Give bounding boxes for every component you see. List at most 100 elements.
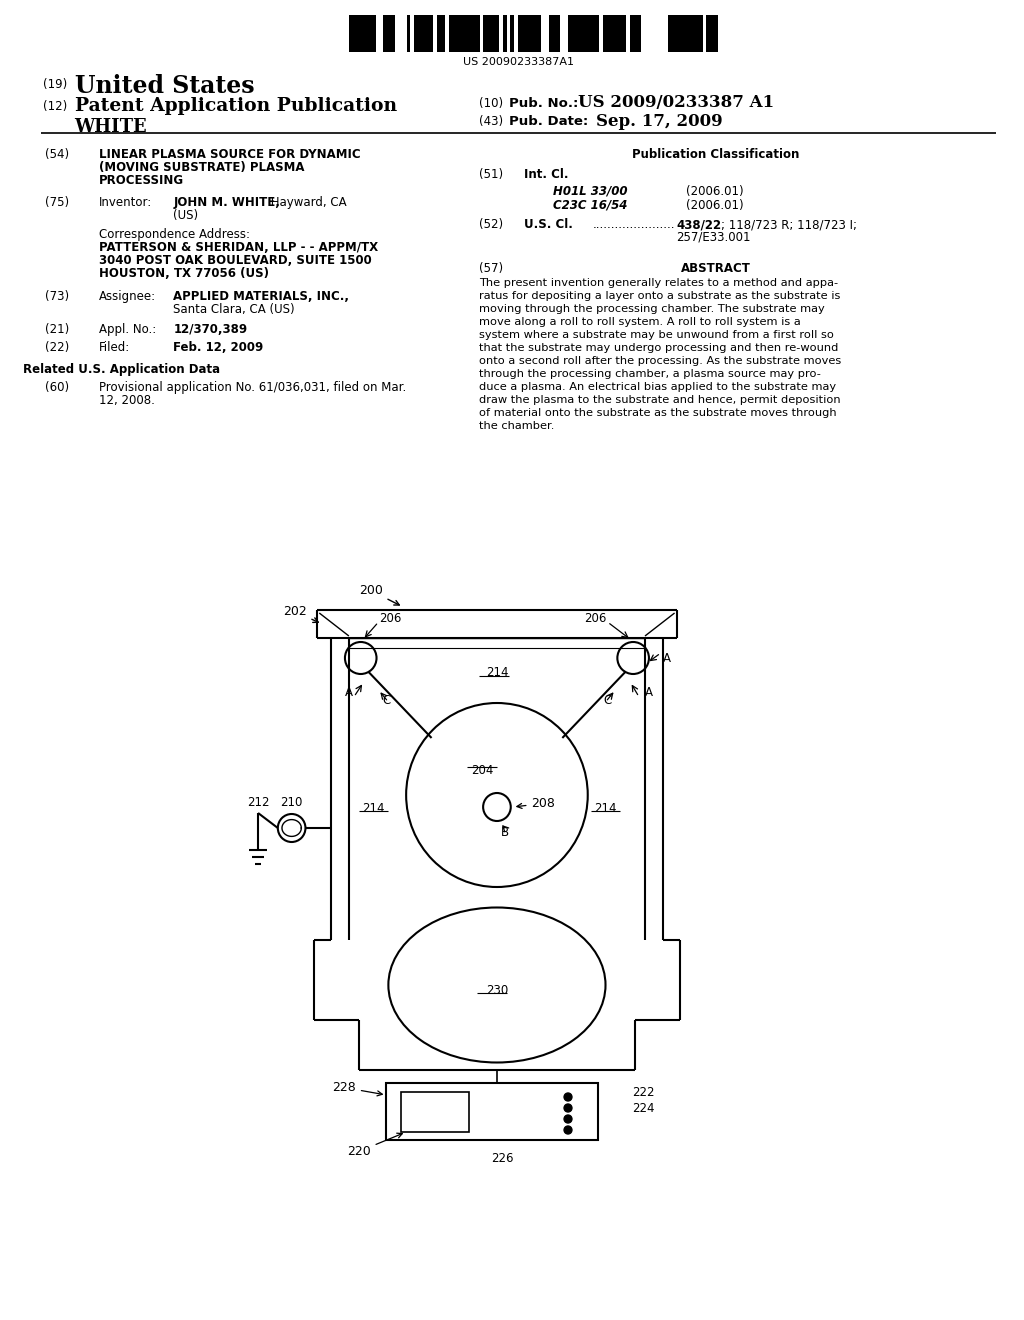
- Bar: [495, 15, 499, 51]
- Bar: [683, 15, 687, 51]
- Text: Related U.S. Application Data: Related U.S. Application Data: [24, 363, 220, 376]
- Text: ratus for depositing a layer onto a substrate as the substrate is: ratus for depositing a layer onto a subs…: [479, 290, 841, 301]
- Bar: [614, 15, 617, 51]
- Bar: [461, 15, 468, 51]
- Text: APPLIED MATERIALS, INC.,: APPLIED MATERIALS, INC.,: [173, 290, 349, 304]
- Bar: [453, 15, 457, 51]
- Text: 206: 206: [585, 611, 607, 624]
- Bar: [483, 15, 487, 51]
- Bar: [575, 15, 580, 51]
- Text: (51): (51): [479, 168, 504, 181]
- Text: (MOVING SUBSTRATE) PLASMA: (MOVING SUBSTRATE) PLASMA: [99, 161, 305, 174]
- Bar: [365, 15, 368, 51]
- Text: (22): (22): [45, 341, 70, 354]
- Text: (52): (52): [479, 218, 504, 231]
- Text: JOHN M. WHITE,: JOHN M. WHITE,: [173, 195, 281, 209]
- Bar: [610, 15, 617, 51]
- Text: 12/370,389: 12/370,389: [173, 323, 248, 337]
- Bar: [630, 15, 637, 51]
- Text: 12, 2008.: 12, 2008.: [99, 393, 155, 407]
- Text: Pub. No.:: Pub. No.:: [509, 96, 579, 110]
- Bar: [518, 15, 522, 51]
- Text: draw the plasma to the substrate and hence, permit deposition: draw the plasma to the substrate and hen…: [479, 395, 841, 405]
- Bar: [391, 15, 395, 51]
- Bar: [372, 15, 376, 51]
- Text: the chamber.: the chamber.: [479, 421, 555, 432]
- Bar: [360, 15, 368, 51]
- Bar: [691, 15, 695, 51]
- Text: Appl. No.:: Appl. No.:: [99, 323, 157, 337]
- Bar: [386, 1082, 598, 1140]
- Text: ; 118/723 R; 118/723 I;: ; 118/723 R; 118/723 I;: [721, 218, 857, 231]
- Text: (75): (75): [45, 195, 69, 209]
- Bar: [476, 15, 479, 51]
- Text: PROCESSING: PROCESSING: [99, 174, 184, 187]
- Bar: [580, 15, 587, 51]
- Text: 3040 POST OAK BOULEVARD, SUITE 1500: 3040 POST OAK BOULEVARD, SUITE 1500: [99, 253, 372, 267]
- Text: Publication Classification: Publication Classification: [633, 148, 800, 161]
- Text: 228: 228: [332, 1081, 382, 1096]
- Text: 208: 208: [517, 797, 555, 810]
- Bar: [687, 15, 691, 51]
- Text: B: B: [501, 826, 509, 840]
- Bar: [549, 15, 553, 51]
- Text: Hayward, CA: Hayward, CA: [267, 195, 346, 209]
- Text: 210: 210: [281, 796, 303, 809]
- Text: A: A: [645, 685, 653, 698]
- Text: A: A: [345, 685, 353, 698]
- Text: 202: 202: [283, 605, 318, 623]
- Text: United States: United States: [75, 74, 254, 98]
- Text: (10): (10): [479, 96, 504, 110]
- Text: 206: 206: [379, 611, 401, 624]
- Text: 204: 204: [471, 763, 494, 776]
- Bar: [441, 15, 445, 51]
- Text: Inventor:: Inventor:: [99, 195, 153, 209]
- Text: 220: 220: [347, 1133, 402, 1158]
- Bar: [606, 15, 614, 51]
- Text: H01L 33/00: H01L 33/00: [553, 185, 628, 198]
- Text: (73): (73): [45, 290, 69, 304]
- Text: 214: 214: [594, 801, 616, 814]
- Text: (19): (19): [43, 78, 68, 91]
- Text: 438/22: 438/22: [677, 218, 722, 231]
- Text: 257/E33.001: 257/E33.001: [677, 231, 751, 244]
- Text: (21): (21): [45, 323, 70, 337]
- Text: US 20090233387A1: US 20090233387A1: [463, 57, 574, 67]
- Text: 200: 200: [358, 583, 399, 605]
- Bar: [503, 15, 507, 51]
- Bar: [384, 15, 387, 51]
- Text: C: C: [382, 693, 390, 706]
- Text: (60): (60): [45, 381, 69, 393]
- Text: (2006.01): (2006.01): [686, 199, 744, 213]
- Text: Santa Clara, CA (US): Santa Clara, CA (US): [173, 304, 295, 315]
- Text: (2006.01): (2006.01): [686, 185, 744, 198]
- Text: Patent Application Publication: Patent Application Publication: [75, 96, 396, 115]
- Bar: [711, 15, 718, 51]
- Bar: [415, 15, 422, 51]
- Text: 224: 224: [632, 1101, 654, 1114]
- Bar: [387, 15, 395, 51]
- Bar: [368, 15, 376, 51]
- Text: 226: 226: [490, 1151, 513, 1164]
- Text: (US): (US): [173, 209, 199, 222]
- Text: PATTERSON & SHERIDAN, LLP - - APPM/TX: PATTERSON & SHERIDAN, LLP - - APPM/TX: [99, 242, 378, 253]
- Bar: [568, 15, 580, 51]
- Bar: [676, 15, 683, 51]
- Bar: [437, 15, 441, 51]
- Text: C: C: [603, 693, 611, 706]
- Bar: [426, 15, 433, 51]
- Bar: [695, 15, 698, 51]
- Text: Int. Cl.: Int. Cl.: [523, 168, 568, 181]
- Text: ABSTRACT: ABSTRACT: [681, 261, 751, 275]
- Text: A: A: [663, 652, 671, 664]
- Bar: [349, 15, 352, 51]
- Bar: [553, 15, 560, 51]
- Text: system where a substrate may be unwound from a first roll so: system where a substrate may be unwound …: [479, 330, 835, 341]
- Bar: [418, 15, 426, 51]
- Bar: [595, 15, 599, 51]
- Text: The present invention generally relates to a method and appa-: The present invention generally relates …: [479, 279, 839, 288]
- Bar: [352, 15, 360, 51]
- Text: (43): (43): [479, 115, 504, 128]
- Text: Feb. 12, 2009: Feb. 12, 2009: [173, 341, 263, 354]
- Text: of material onto the substrate as the substrate moves through: of material onto the substrate as the su…: [479, 408, 837, 418]
